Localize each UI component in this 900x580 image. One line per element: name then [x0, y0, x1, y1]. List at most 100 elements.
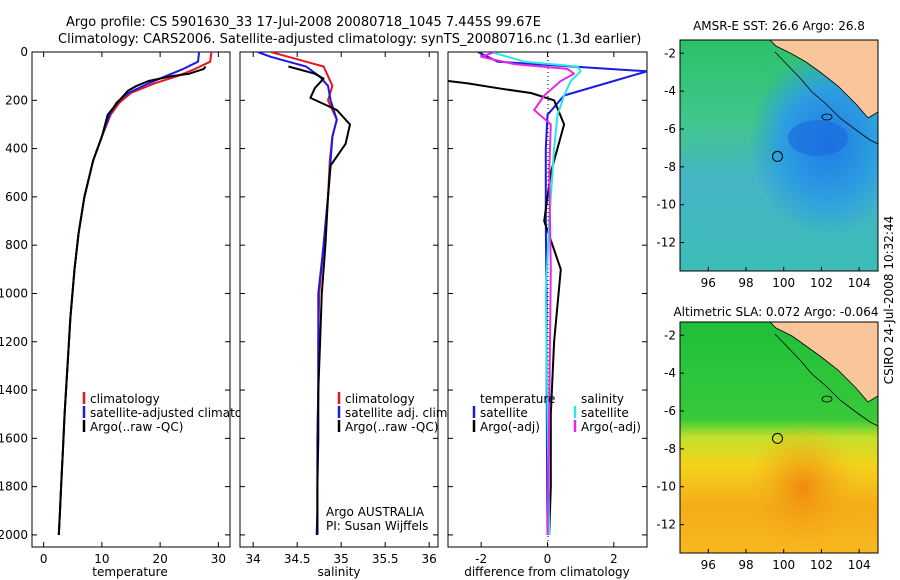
legend-label-satellite-adj: satellite adj. clim. — [345, 406, 451, 420]
series-line-2 — [448, 80, 566, 535]
x-tick-label: 2 — [610, 552, 618, 566]
lat-tick-label: -2 — [664, 328, 676, 342]
legend-label-argo: Argo(..raw -QC) — [90, 420, 183, 434]
salinity-series — [257, 52, 351, 535]
x-tick-label: 36 — [422, 552, 437, 566]
y-tick-label: 1600 — [0, 431, 28, 445]
series-line-3 — [490, 52, 582, 535]
y-tick-label: 600 — [5, 190, 28, 204]
x-tick-label: 35.5 — [372, 552, 399, 566]
difference-axis-label: difference from climatology — [464, 565, 630, 579]
lon-tick-label: 96 — [701, 558, 716, 572]
sst-contour — [774, 51, 878, 145]
lat-tick-label: -8 — [664, 160, 676, 174]
y-tick-label: 400 — [5, 142, 28, 156]
sst-map-title: AMSR-E SST: 26.6 Argo: 26.8 — [693, 19, 865, 33]
salinity-plot-frame — [239, 51, 439, 548]
legend-label-argo: Argo(..raw -QC) — [345, 420, 438, 434]
salinity-profile-panel: 34 34.5 35 35.5 36 salinity climatology sate… — [239, 51, 451, 579]
x-tick-label: 34.5 — [284, 552, 311, 566]
series-line-3 — [57, 65, 207, 535]
x-tick-label: 20 — [152, 552, 167, 566]
temperature-axis-ticks: 0 10 20 30 0 200 400 600 800 1000 1200 1400 1600 1800… — [0, 45, 230, 566]
series-line-3 — [288, 65, 351, 535]
x-tick-label: 10 — [94, 552, 109, 566]
temperature-axis-label: temperature — [92, 565, 167, 579]
sla-contour — [774, 333, 878, 427]
x-tick-label: 0 — [544, 552, 552, 566]
legend-label-temp-argo: Argo(-adj) — [480, 420, 540, 434]
sst-map-field — [680, 40, 878, 271]
lat-tick-label: -2 — [664, 46, 676, 60]
legend-label-satellite-adjusted: satellite-adjusted climatolog — [90, 406, 260, 420]
difference-axis-ticks: -2 0 2 — [448, 51, 647, 566]
lat-tick-label: -4 — [664, 366, 676, 380]
x-tick-label: 30 — [211, 552, 226, 566]
figure-title-line-1: Argo profile: CS 5901630_33 17-Jul-2008 … — [66, 15, 541, 30]
temperature-plot-frame — [31, 51, 231, 548]
x-tick-label: -2 — [475, 552, 487, 566]
difference-profile-panel: -2 0 2 difference from climatology tempera… — [447, 51, 648, 579]
island-outline — [821, 113, 833, 121]
series-line-4 — [480, 52, 575, 535]
lat-tick-label: -8 — [664, 442, 676, 456]
credit-timestamp: CSIRO 24-Jul-2008 10:32:44 — [882, 216, 896, 384]
y-tick-label: 1800 — [0, 480, 28, 494]
lon-tick-label: 96 — [701, 276, 716, 290]
y-tick-label: 800 — [5, 238, 28, 252]
temperature-legend: climatology satellite-adjusted climatolo… — [82, 392, 260, 434]
temperature-profile-panel: 0 10 20 30 0 200 400 600 800 1000 1200 1400 1600 1800… — [0, 45, 260, 579]
lon-tick-label: 100 — [772, 276, 795, 290]
y-tick-label: 0 — [20, 45, 28, 59]
island-outline — [821, 395, 833, 403]
legend-label-sal-satellite: satellite — [581, 406, 629, 420]
sumatra-land — [769, 322, 878, 403]
lat-tick-label: -12 — [656, 236, 676, 250]
sla-map-panel: Altimetric SLA: 0.072 Argo: -0.064 96 98 1… — [656, 305, 878, 572]
lon-tick-label: 104 — [848, 276, 871, 290]
legend-label-climatology: climatology — [345, 392, 415, 406]
pi-annotation: PI: Susan Wijffels — [326, 519, 428, 533]
argo-float-position-marker — [772, 150, 783, 162]
argo-float-position-marker — [772, 432, 783, 444]
y-tick-label: 1200 — [0, 335, 28, 349]
lat-tick-label: -10 — [656, 198, 676, 212]
sumatra-land — [769, 40, 878, 119]
sla-map-title: Altimetric SLA: 0.072 Argo: -0.064 — [673, 305, 878, 319]
legend-label-temp-satellite: satellite — [480, 406, 528, 420]
sla-map-field — [680, 322, 878, 553]
x-tick-label: 35 — [334, 552, 349, 566]
difference-legend: temperature satellite Argo(-adj) salinit… — [472, 392, 641, 434]
sst-map-panel: AMSR-E SST: 26.6 Argo: 26.8 96 98 100 102 10… — [656, 19, 879, 290]
lon-tick-label: 104 — [848, 558, 871, 572]
x-tick-label: 0 — [40, 552, 48, 566]
argo-australia-annotation: Argo AUSTRALIA — [326, 505, 425, 519]
legend-label-sal-argo: Argo(-adj) — [581, 420, 641, 434]
sla-map-ticks: 96 98 100 102 104 -2 -4 -6 -8 -10 -12 — [656, 328, 870, 572]
legend-heading-salinity: salinity — [581, 392, 624, 406]
y-tick-label: 1400 — [0, 383, 28, 397]
x-tick-label: 34 — [246, 552, 261, 566]
lon-tick-label: 98 — [738, 558, 753, 572]
lon-tick-label: 98 — [738, 276, 753, 290]
sla-map-frame — [679, 321, 879, 554]
lat-tick-label: -12 — [656, 518, 676, 532]
legend-heading-temperature: temperature — [480, 392, 555, 406]
lat-tick-label: -6 — [664, 404, 676, 418]
lat-tick-label: -4 — [664, 84, 676, 98]
lat-tick-label: -10 — [656, 480, 676, 494]
sst-cold-core — [788, 120, 848, 156]
lon-tick-label: 102 — [810, 276, 833, 290]
salinity-axis-ticks: 34 34.5 35 35.5 36 — [240, 51, 438, 566]
lat-tick-label: -6 — [664, 122, 676, 136]
salinity-legend: climatology satellite adj. clim. Argo(..… — [337, 392, 451, 434]
y-tick-label: 2000 — [0, 528, 28, 542]
difference-series — [448, 52, 647, 535]
y-tick-label: 1000 — [0, 286, 28, 300]
lon-tick-label: 100 — [772, 558, 795, 572]
figure-title-line-2: Climatology: CARS2006. Satellite-adjuste… — [58, 32, 641, 47]
y-tick-label: 200 — [5, 93, 28, 107]
salinity-axis-label: salinity — [317, 565, 360, 579]
temperature-series — [57, 52, 213, 535]
